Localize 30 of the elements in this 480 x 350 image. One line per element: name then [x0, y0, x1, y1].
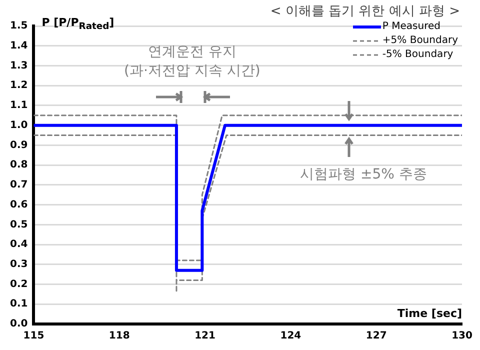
x-tick-label: 115	[23, 330, 44, 342]
legend-label: P Measured	[382, 20, 440, 34]
annotation: 시험파형 ±5% 추종	[300, 166, 427, 184]
annotation: 연계운전 유지 (과·저전압 지속 시간)	[124, 42, 260, 81]
y-tick-label: 0.2	[10, 278, 28, 290]
y-tick-label: 1.0	[10, 120, 28, 131]
y-tick-label: 0.3	[10, 258, 28, 270]
y-tick-label: 0.6	[10, 199, 28, 210]
y-tick-label: 0.1	[10, 298, 28, 310]
y-tick-label: 0.7	[10, 180, 28, 191]
legend-label: -5% Boundary	[382, 48, 454, 62]
y-tick-label: 0.9	[10, 140, 28, 151]
y-tick-label: 0.8	[10, 160, 28, 171]
legend-label: +5% Boundary	[382, 34, 458, 48]
x-tick-label: 118	[108, 330, 130, 342]
y-axis-title: P [P/P$_{Rated}$]	[42, 16, 114, 32]
x-axis-title: Time [sec]	[397, 307, 462, 320]
y-tick-label: 0.0	[10, 318, 28, 330]
y-tick-label: 1.2	[10, 80, 28, 92]
x-tick-label: 124	[280, 330, 302, 342]
y-tick-label: 0.5	[10, 219, 28, 230]
x-tick-label: 121	[194, 330, 216, 342]
y-tick-label: 1.3	[10, 60, 28, 72]
chart-title: < 이해를 돕기 위한 예시 파형 >	[270, 3, 460, 20]
x-tick-label: 127	[366, 330, 387, 342]
y-tick-label: 1.5	[10, 20, 28, 32]
y-tick-label: 1.4	[10, 40, 28, 52]
x-tick-label: 130	[452, 330, 472, 342]
y-tick-label: 0.4	[10, 239, 28, 250]
y-tick-label: 1.1	[10, 100, 28, 112]
